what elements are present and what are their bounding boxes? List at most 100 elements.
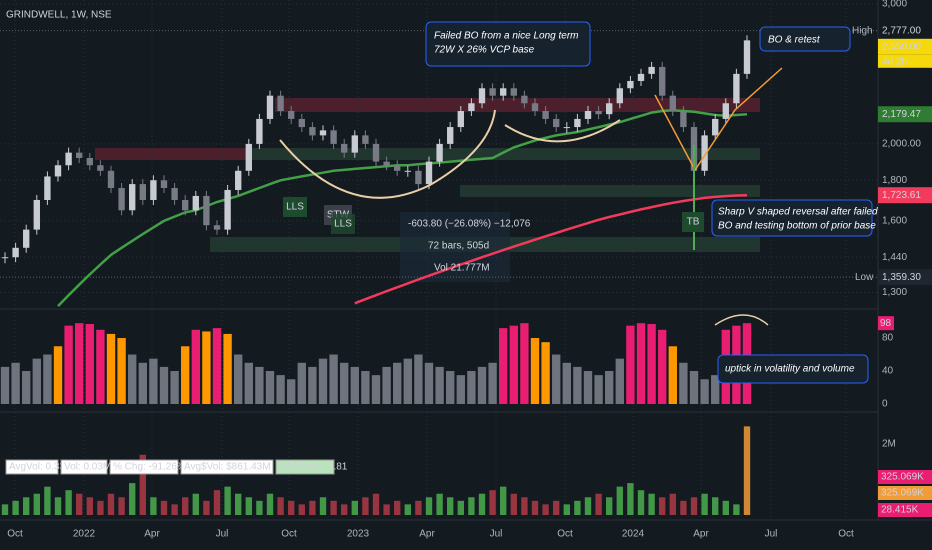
candle [213, 225, 221, 230]
volatility-bar [477, 366, 487, 404]
volume-bar [351, 500, 358, 515]
volume-bar [65, 490, 72, 515]
volatility-bar [297, 362, 306, 404]
candle [12, 247, 19, 258]
volume-bar [648, 493, 655, 515]
candle [171, 188, 178, 200]
volatility-bar [117, 338, 126, 404]
volume-bar [637, 490, 645, 515]
stat-text: U/D Ratio: 1.81 [279, 462, 348, 473]
candle [224, 189, 231, 230]
volatility-bar [456, 375, 465, 404]
callout-text: BO & retest [768, 35, 821, 46]
volume-bar [1, 504, 9, 515]
volatility-bar [605, 371, 614, 404]
volume-bar [468, 497, 475, 515]
x-tick-label: Jul [765, 529, 778, 540]
value-label: 28.415K [881, 505, 919, 516]
candle [616, 88, 623, 104]
moving-average [57, 108, 748, 307]
price-box [878, 269, 932, 286]
callout-text: BO and testing bottom of prior base [718, 221, 876, 232]
volume-bar [12, 500, 19, 515]
candle [33, 199, 40, 230]
volume-bar [606, 497, 613, 515]
y-tick-label: 40 [882, 366, 894, 377]
candle [500, 88, 507, 96]
volume-bar [33, 493, 40, 515]
price-box [878, 38, 932, 55]
value-box [878, 470, 932, 484]
low-price: 1,359.30 [882, 272, 921, 283]
candle [712, 118, 719, 136]
candle [139, 184, 146, 200]
volatility-bar [403, 358, 412, 404]
price-box [878, 54, 932, 68]
candle [44, 176, 51, 200]
volume-bar [150, 497, 157, 515]
x-tick-label: Oct [557, 529, 573, 540]
volatility-bar [658, 329, 667, 404]
volume-bar [425, 497, 433, 515]
candle [701, 135, 708, 171]
volatility-bar [244, 362, 253, 404]
price-box [878, 106, 932, 123]
high-label: High [852, 25, 873, 36]
candle [680, 111, 687, 128]
volume-bar [309, 500, 316, 515]
volatility-bar [393, 362, 402, 404]
candle [23, 229, 30, 248]
volume-bar [182, 497, 189, 515]
volatility-bar [679, 362, 688, 404]
volume-bar [415, 500, 422, 515]
y-tick-label: 80 [882, 333, 894, 344]
ma-label: 1,723.61 [882, 190, 921, 201]
x-tick-label: Jul [216, 529, 229, 540]
y-tick-label: 2M [882, 439, 896, 450]
callout [717, 354, 869, 384]
volume-bar [171, 504, 178, 515]
volume-bar [553, 500, 560, 515]
volatility-bar [329, 354, 338, 404]
stat-box [5, 459, 59, 475]
volume-bar [86, 497, 93, 515]
zone [275, 98, 760, 112]
volume-bar [372, 493, 380, 515]
volume-bar [224, 486, 231, 515]
candle [150, 180, 157, 200]
volume-bar [319, 497, 327, 515]
volatility-bar [626, 325, 635, 404]
base-curve [279, 109, 496, 199]
volume-bar [404, 504, 411, 515]
volume-bar [266, 493, 274, 515]
volatility-bar [128, 354, 137, 404]
volatility-bar [350, 366, 359, 404]
candle [266, 95, 274, 119]
callout [425, 21, 591, 67]
candle [129, 184, 136, 211]
volume-bar [743, 426, 751, 515]
volatility-bar [689, 371, 699, 404]
volume-bar [500, 486, 507, 515]
volatility-bar [75, 323, 84, 404]
volume-bar [76, 493, 83, 515]
low-label: Low [855, 272, 874, 283]
candle [447, 127, 454, 144]
y-tick-label: 1,440 [882, 252, 907, 263]
volume-bar [510, 493, 517, 515]
volume-bar [235, 493, 242, 515]
candle [627, 80, 634, 89]
volatility-bar [43, 354, 52, 404]
price-label: 2,777.00 [882, 25, 921, 36]
x-tick-label: Oct [7, 529, 23, 540]
volatility-bar [32, 358, 41, 404]
candle [436, 143, 443, 162]
base-curve [504, 119, 621, 143]
volatility-bar [96, 329, 105, 404]
volume-bar [54, 497, 62, 515]
tag-text: TB [687, 217, 700, 228]
moving-average [354, 193, 748, 305]
candle [383, 161, 390, 166]
volume-bar [256, 500, 263, 515]
candle [531, 103, 539, 112]
